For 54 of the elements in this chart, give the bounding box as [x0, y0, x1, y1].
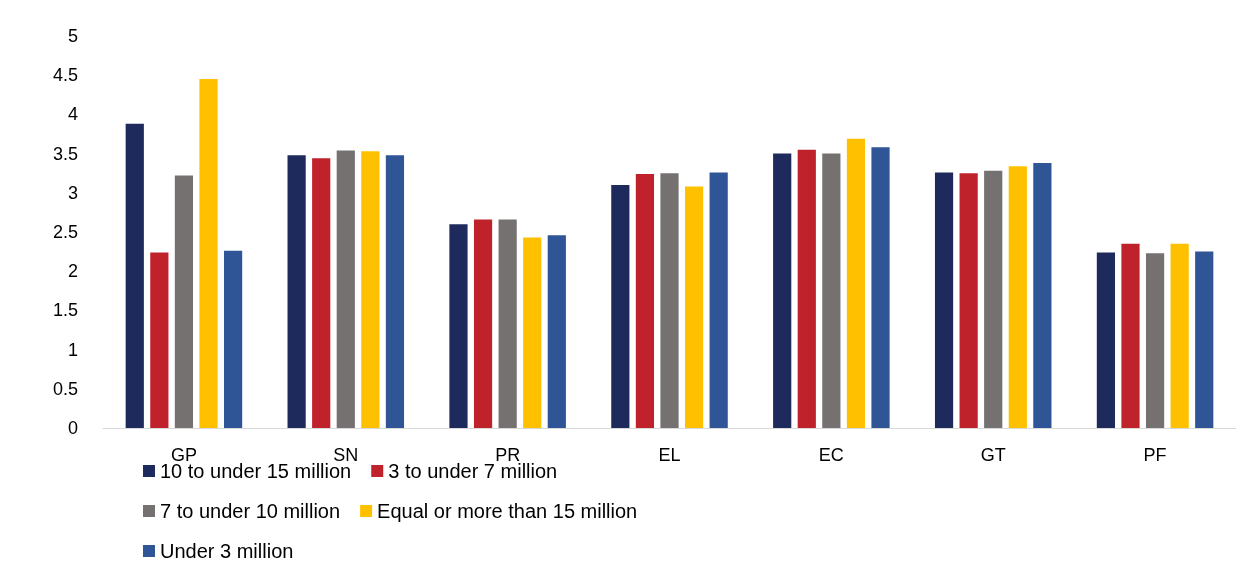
legend-label: Under 3 million [160, 540, 294, 562]
bar [959, 173, 978, 428]
bar [1096, 252, 1116, 428]
bar [984, 170, 1003, 428]
y-tick-label: 3.5 [52, 143, 78, 164]
bar [336, 150, 355, 428]
bar [498, 219, 517, 428]
y-tick-label: 4.5 [52, 65, 78, 86]
bar [287, 155, 306, 428]
bar [361, 151, 380, 428]
bar [611, 184, 630, 428]
bar [1170, 243, 1189, 428]
bar [385, 155, 405, 428]
bar [174, 175, 194, 428]
x-tick-label: PF [1143, 445, 1167, 465]
bar [797, 149, 816, 428]
x-tick-label: EL [658, 445, 681, 465]
y-tick-label: 1.5 [52, 300, 78, 321]
y-tick-label: 5 [67, 26, 78, 46]
bar [547, 235, 566, 428]
bar [125, 123, 144, 428]
y-tick-label: 2 [67, 261, 78, 282]
y-tick-label: 1 [67, 339, 78, 360]
bar [473, 219, 493, 428]
bar [684, 186, 704, 428]
bar [846, 138, 866, 428]
bar [223, 250, 243, 428]
bar [934, 172, 954, 428]
y-tick-label: 3 [67, 182, 78, 203]
y-tick-label: 0.5 [52, 378, 78, 399]
bar [1195, 251, 1214, 428]
bar [1008, 166, 1027, 428]
bar [1145, 253, 1165, 428]
legend-label: Equal or more than 15 million [377, 500, 638, 522]
bar [871, 147, 890, 428]
bar [709, 172, 728, 428]
x-tick-label: GT [980, 445, 1006, 465]
bar [822, 153, 841, 428]
bar [449, 224, 468, 428]
x-tick-label: EC [818, 445, 844, 465]
legend-label: 3 to under 7 million [388, 460, 558, 482]
bar [1121, 243, 1140, 428]
y-tick-label: 4 [67, 104, 78, 125]
bar [635, 173, 655, 428]
bar [773, 153, 792, 428]
bar [150, 252, 169, 428]
bar [1033, 163, 1052, 428]
legend-label: 7 to under 10 million [160, 500, 341, 522]
y-tick-label: 2.5 [52, 222, 78, 242]
bar [312, 158, 331, 428]
bar [660, 173, 679, 428]
bar [199, 79, 218, 428]
y-tick-label: 0 [67, 418, 78, 438]
bar [523, 237, 542, 428]
